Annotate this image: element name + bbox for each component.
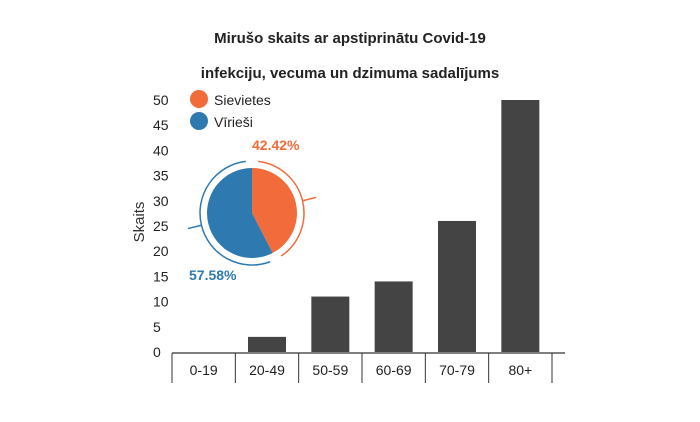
bar-50-59 bbox=[311, 296, 350, 352]
legend-marker-virieši bbox=[190, 112, 208, 130]
bar-70-79 bbox=[438, 220, 476, 352]
legend-label-virieši: Vīrieši bbox=[214, 114, 253, 130]
y-tick-label: 0 bbox=[153, 344, 161, 360]
pie-label-virieši: 57.58% bbox=[189, 267, 237, 283]
bar-series bbox=[248, 100, 540, 352]
legend-label-sievietes: Sievietes bbox=[214, 92, 271, 108]
y-tick-label: 5 bbox=[153, 319, 161, 335]
y-tick-label: 25 bbox=[153, 218, 169, 234]
pie-label-sievietes: 42.42% bbox=[252, 137, 300, 153]
pie-slice-virieši bbox=[207, 168, 273, 258]
pie-slice-sievietes bbox=[252, 168, 298, 253]
x-tick-label: 0-19 bbox=[190, 362, 218, 378]
pie-chart: 42.42% 57.58% bbox=[187, 137, 317, 283]
pie-callout-arc-virieši bbox=[187, 160, 271, 266]
x-tick-label: 80+ bbox=[508, 362, 532, 378]
pie-legend: Sievietes Vīrieši bbox=[190, 90, 271, 130]
y-axis-label: Skaits bbox=[131, 202, 148, 243]
x-axis: 0-19 20-49 50-59 60-69 70-79 80+ bbox=[171, 352, 565, 383]
chart-title-line-1: Mirušo skaits ar apstiprinātu Covid-19 bbox=[214, 30, 486, 47]
y-tick-label: 30 bbox=[153, 193, 169, 209]
bar-20-49 bbox=[248, 336, 286, 352]
y-tick-label: 20 bbox=[153, 243, 169, 259]
y-tick-label: 50 bbox=[153, 92, 169, 108]
y-tick-label: 35 bbox=[153, 168, 169, 184]
x-tick-label: 20-49 bbox=[249, 362, 285, 378]
y-tick-label: 15 bbox=[153, 268, 169, 284]
bar-80+ bbox=[501, 100, 540, 352]
bar-60-69 bbox=[374, 281, 413, 352]
x-tick-label: 60-69 bbox=[376, 362, 412, 378]
y-tick-label: 40 bbox=[153, 142, 169, 158]
y-tick-label: 45 bbox=[153, 117, 169, 133]
y-axis-ticks: 0 5 10 15 20 25 30 35 40 45 50 bbox=[153, 92, 169, 360]
pie-callout-arc-sievietes bbox=[258, 160, 317, 257]
x-tick-label: 70-79 bbox=[439, 362, 475, 378]
x-tick-label: 50-59 bbox=[312, 362, 348, 378]
chart-title-line-2: infekciju, vecuma un dzimuma sadalījums bbox=[201, 65, 499, 82]
y-tick-label: 10 bbox=[153, 294, 169, 310]
legend-marker-sievietes bbox=[190, 90, 208, 108]
